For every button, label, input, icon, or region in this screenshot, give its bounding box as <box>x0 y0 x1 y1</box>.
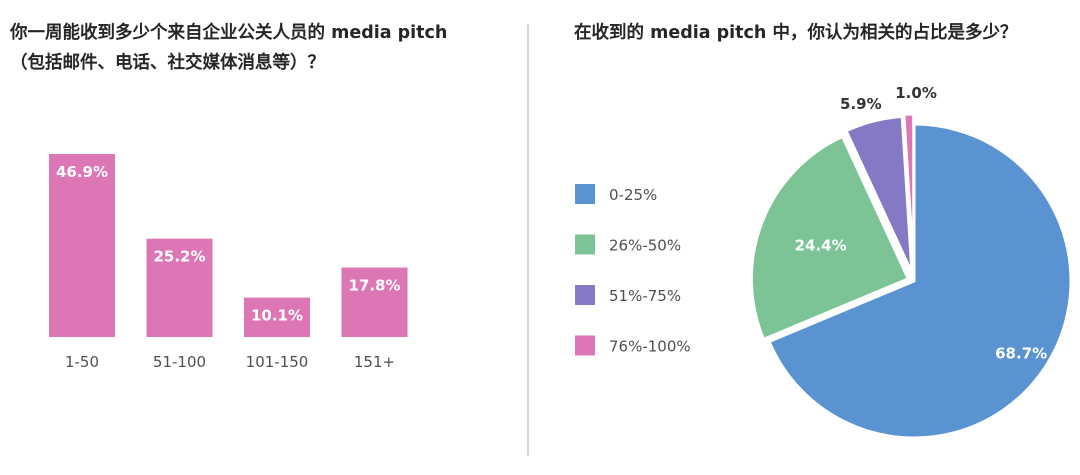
bar-category-label: 101-150 <box>246 353 309 371</box>
bar-chart-panel: 你一周能收到多少个来自企业公关人员的 media pitch （包括邮件、电话、… <box>0 0 528 475</box>
bar-value-label: 25.2% <box>153 248 205 266</box>
pie-slice-0-25% <box>767 122 1073 440</box>
pie-value-label: 1.0% <box>895 84 937 102</box>
pie-chart: 0-25% 26%-50% 51%-75% 76%-100% 68.7% 24.4% 5.9… <box>575 84 1073 440</box>
bar-chart: 46.9% 1-50 25.2% 51-100 10.1% 101-150 17.8% 151… <box>49 154 408 371</box>
legend-swatch <box>575 335 595 356</box>
pie-slice-26%-50% <box>749 134 911 342</box>
legend-label: 26%-50% <box>609 237 681 255</box>
bar-1-50 <box>49 154 115 337</box>
pie-slice-76%-100% <box>902 112 916 272</box>
panel-divider <box>527 24 529 456</box>
bar-value-label: 17.8% <box>348 277 400 295</box>
legend-label: 51%-75% <box>609 287 681 305</box>
pie-chart-title: 在收到的 media pitch 中，你认为相关的占比是多少？ <box>574 23 1018 43</box>
pie-value-label: 68.7% <box>995 344 1047 362</box>
pie-slice-51%-75% <box>844 114 914 274</box>
bar-category-label: 51-100 <box>153 353 206 371</box>
legend-swatch <box>575 234 595 255</box>
bar-value-label: 46.9% <box>56 163 108 181</box>
legend-label: 76%-100% <box>609 338 691 356</box>
bar-value-label: 10.1% <box>251 307 303 325</box>
bar-101-150 <box>244 297 310 337</box>
legend-swatch <box>575 184 595 204</box>
legend-label: 0-25% <box>609 186 657 204</box>
pie-chart-panel: 在收到的 media pitch 中，你认为相关的占比是多少？ 0-25% 26%… <box>529 0 1080 475</box>
bar-category-label: 151+ <box>354 353 395 371</box>
bar-chart-title-line-1: 你一周能收到多少个来自企业公关人员的 media pitch <box>10 23 448 43</box>
bar-category-label: 1-50 <box>65 353 99 371</box>
pie-value-label: 24.4% <box>795 237 847 255</box>
bar-chart-title: 你一周能收到多少个来自企业公关人员的 media pitch （包括邮件、电话、… <box>10 18 510 78</box>
legend-swatch <box>575 285 595 305</box>
bar-151+ <box>341 267 408 337</box>
bar-chart-title-line-2: （包括邮件、电话、社交媒体消息等）？ <box>10 53 325 73</box>
pie-value-label: 5.9% <box>840 95 882 113</box>
bar-51-100 <box>146 238 213 337</box>
